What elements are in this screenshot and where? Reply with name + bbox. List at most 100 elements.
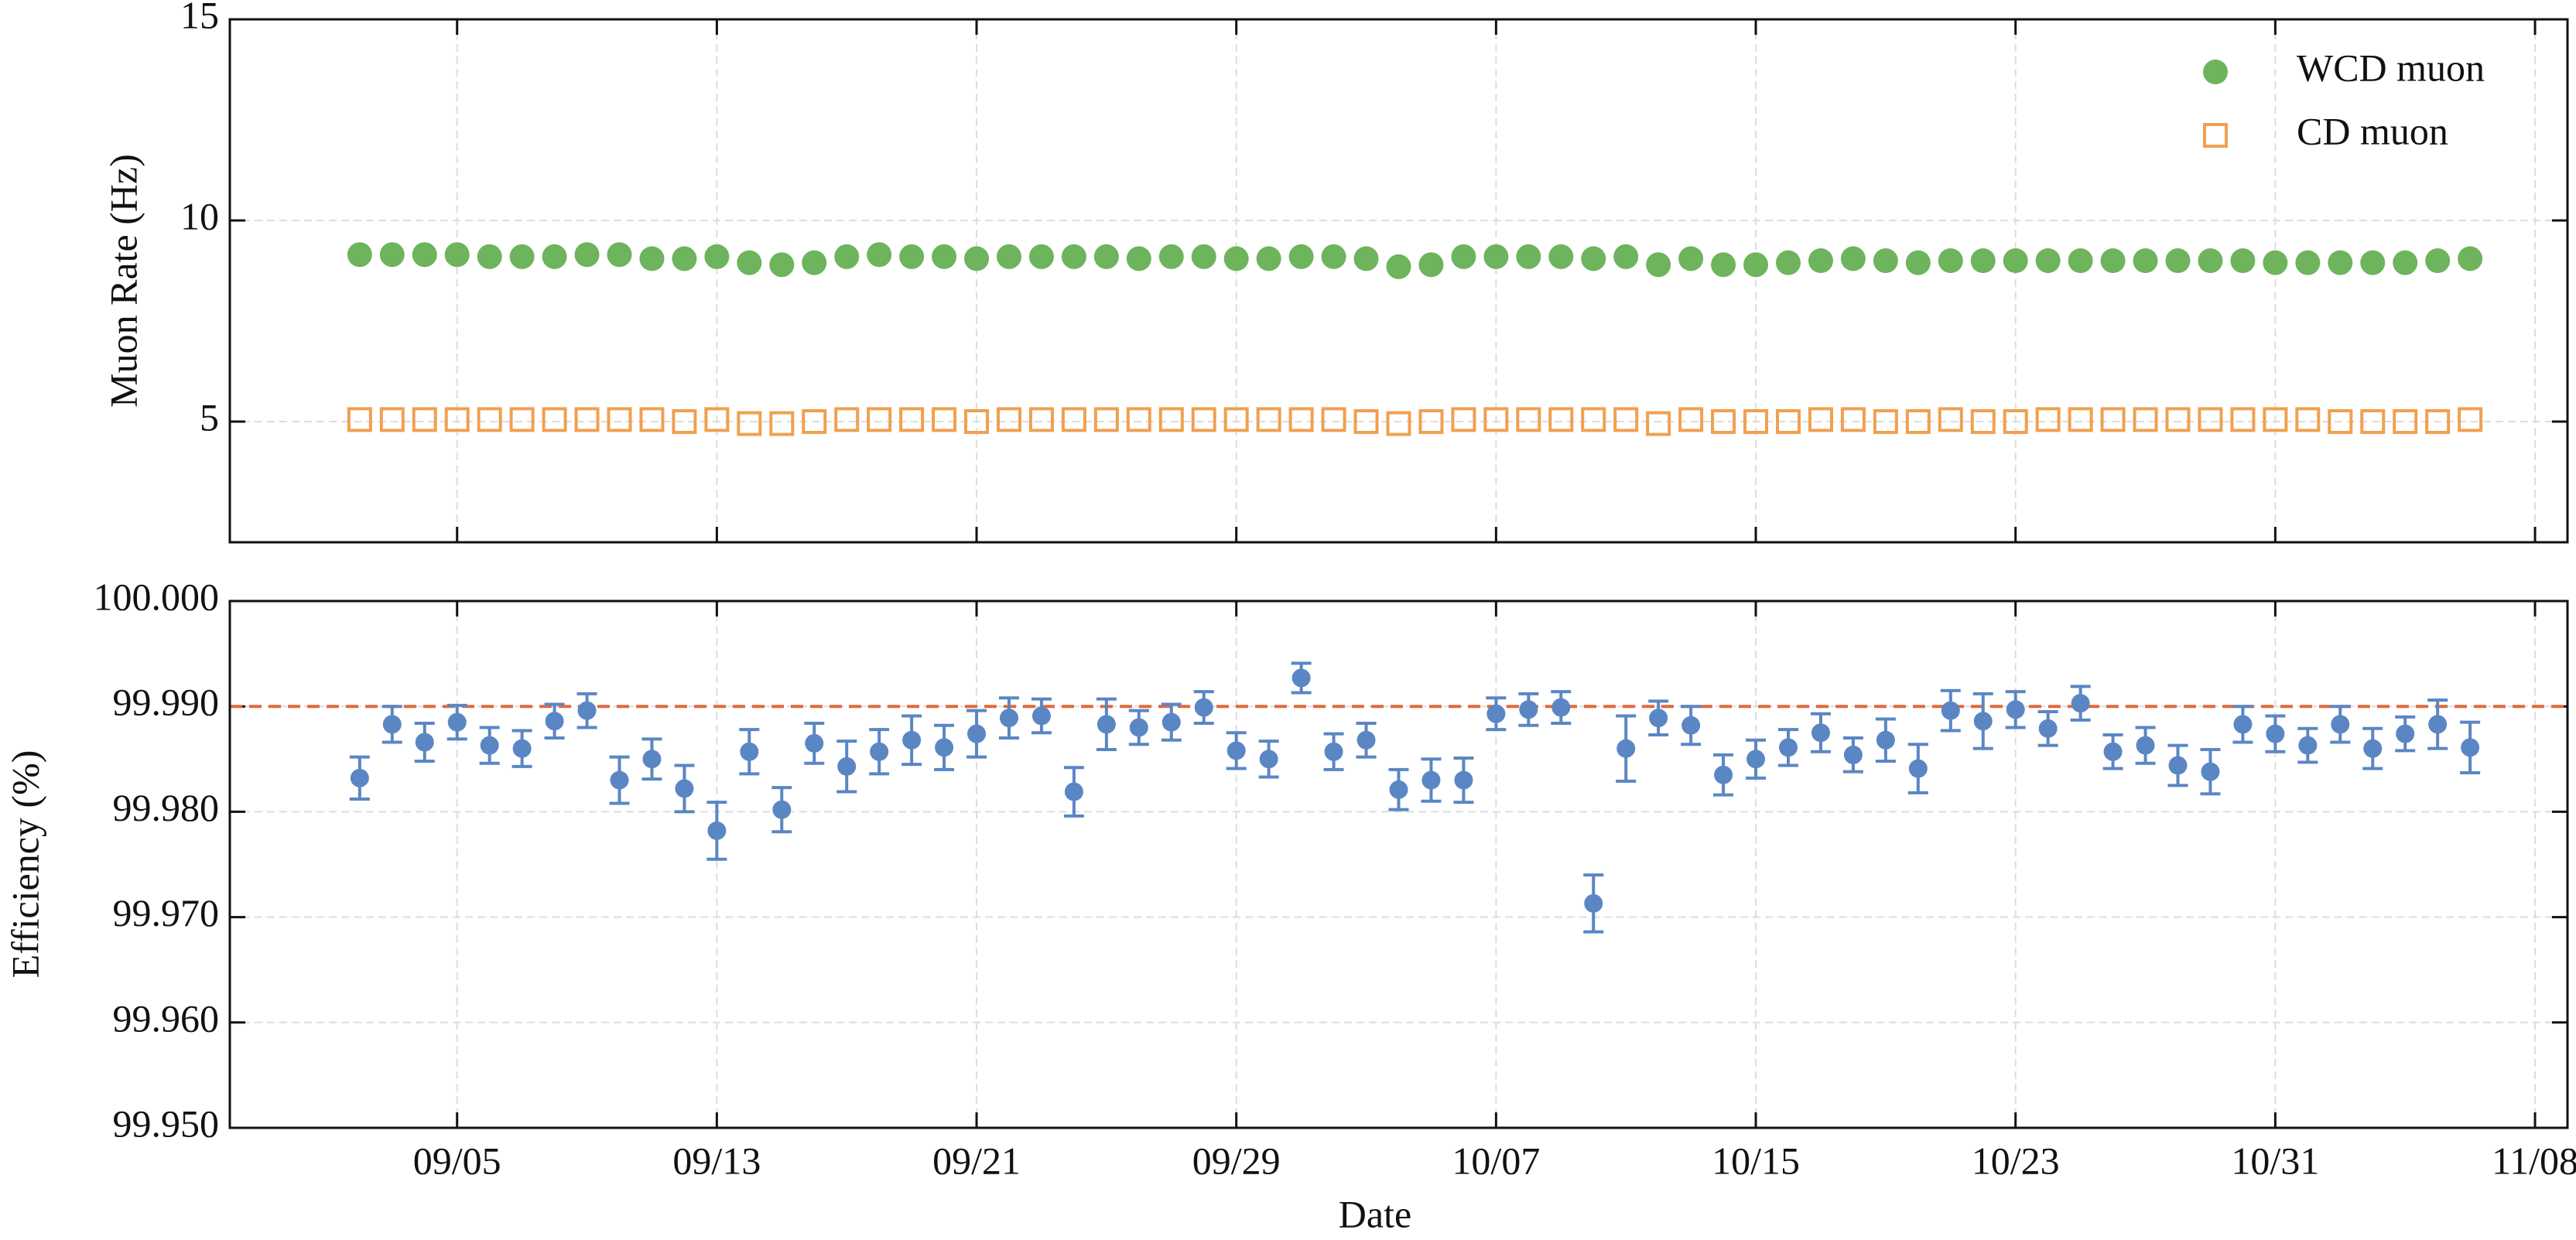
x-tick-label: 10/31 <box>2231 1139 2319 1182</box>
point <box>444 242 470 268</box>
point <box>1256 246 1281 272</box>
point <box>1223 246 1249 272</box>
point <box>1000 709 1018 728</box>
point <box>642 750 662 769</box>
point <box>2328 250 2353 275</box>
point <box>607 407 632 432</box>
point <box>477 407 502 432</box>
point <box>2328 409 2353 434</box>
point <box>1226 741 1246 760</box>
point <box>834 244 860 269</box>
point <box>1681 716 1701 735</box>
point <box>899 244 925 269</box>
point <box>1158 244 1184 269</box>
y-axis-label: Efficiency (%) <box>3 750 46 979</box>
point <box>1061 407 1086 432</box>
point <box>2461 738 2480 757</box>
point <box>964 409 990 434</box>
point <box>2071 694 2090 713</box>
point <box>1811 723 1830 743</box>
point <box>740 742 759 761</box>
point <box>1905 250 1931 275</box>
point <box>1451 244 1476 269</box>
point <box>1418 409 1444 434</box>
point <box>1418 252 1444 278</box>
point <box>480 736 499 755</box>
point <box>1711 409 1736 434</box>
point <box>769 411 795 436</box>
point <box>574 407 600 432</box>
point <box>607 242 632 268</box>
point <box>902 730 922 750</box>
point <box>2068 248 2093 273</box>
point <box>2230 407 2256 432</box>
point <box>2233 715 2253 734</box>
point <box>1288 244 1314 269</box>
point <box>1324 742 1343 761</box>
point <box>867 407 892 432</box>
point <box>2266 724 2285 743</box>
point <box>1616 739 1636 758</box>
point <box>672 409 697 434</box>
point <box>1678 407 1704 432</box>
y-tick-label: 100.000 <box>94 575 220 618</box>
point <box>802 409 827 434</box>
point <box>772 800 792 819</box>
point <box>412 242 437 268</box>
legend-label: CD muon <box>2297 109 2448 152</box>
point <box>2298 736 2318 755</box>
point <box>967 724 987 743</box>
y-tick-label: 15 <box>180 0 219 36</box>
point <box>347 407 372 432</box>
point <box>1516 407 1541 432</box>
y-axis-label: Muon Rate (Hz) <box>101 154 145 408</box>
point <box>1126 407 1151 432</box>
point <box>1581 246 1606 272</box>
point <box>1194 698 1213 717</box>
point <box>2263 407 2288 432</box>
point <box>577 701 597 720</box>
point <box>639 246 665 272</box>
y-tick-label: 99.980 <box>113 786 220 829</box>
point <box>1743 409 1769 434</box>
point <box>1551 698 1571 717</box>
y-tick-label: 99.970 <box>113 891 220 934</box>
point <box>1613 244 1639 269</box>
point <box>1483 407 1509 432</box>
point <box>1031 706 1051 726</box>
point <box>997 244 1021 269</box>
point <box>672 246 697 272</box>
point <box>1548 407 1574 432</box>
point <box>2003 409 2028 434</box>
point <box>1970 409 1996 434</box>
x-tick-label: 09/05 <box>413 1139 501 1182</box>
point <box>2198 248 2223 273</box>
point <box>2331 715 2350 734</box>
point <box>935 738 954 757</box>
point <box>1876 730 1895 750</box>
point <box>932 407 957 432</box>
point <box>1776 250 1801 275</box>
point <box>2133 407 2158 432</box>
point <box>2103 742 2123 761</box>
point <box>2230 248 2256 273</box>
point <box>2295 250 2321 275</box>
point <box>639 407 665 432</box>
point <box>542 244 567 269</box>
point <box>2100 407 2126 432</box>
point <box>1223 407 1249 432</box>
point <box>412 407 437 432</box>
point <box>2035 407 2061 432</box>
point <box>2458 246 2483 272</box>
point <box>1941 701 1960 720</box>
point <box>610 770 629 790</box>
point <box>707 821 727 840</box>
point <box>704 244 730 269</box>
point <box>704 407 730 432</box>
point <box>1613 407 1639 432</box>
point <box>1743 252 1769 278</box>
point <box>769 252 795 278</box>
point <box>1908 759 1928 778</box>
axes-frame <box>228 18 2569 544</box>
point <box>997 407 1021 432</box>
